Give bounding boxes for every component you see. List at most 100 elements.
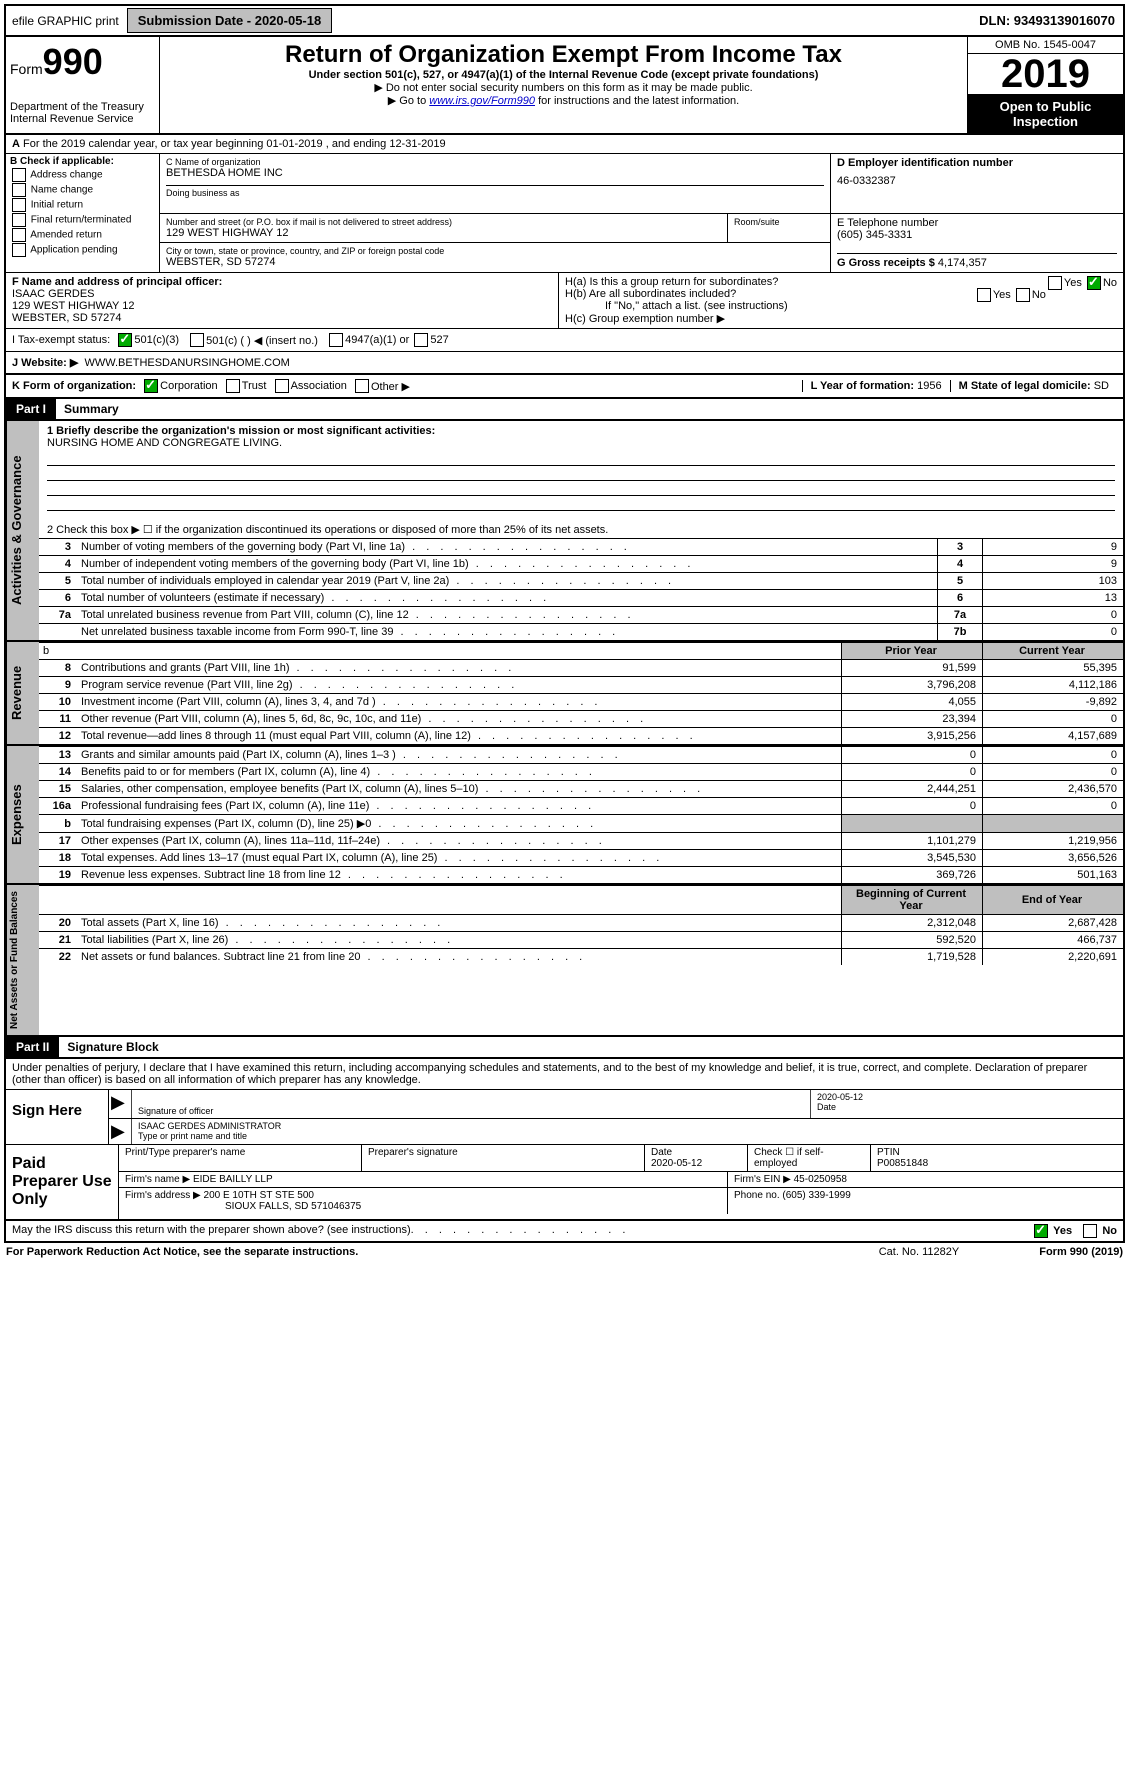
blank-line: [47, 466, 1115, 481]
table-row: 15Salaries, other compensation, employee…: [39, 781, 1123, 798]
check-501c[interactable]: [190, 333, 204, 347]
prep-date-cell: Date2020-05-12: [645, 1145, 748, 1171]
check-501c3[interactable]: [118, 333, 132, 347]
form-number: Form990: [10, 41, 155, 83]
dba-label: Doing business as: [166, 185, 824, 198]
check-other[interactable]: [355, 379, 369, 393]
line2-text: 2 Check this box ▶ ☐ if the organization…: [39, 519, 1123, 538]
form-title: Return of Organization Exempt From Incom…: [164, 41, 963, 69]
opt-other: Other ▶: [371, 380, 410, 393]
check-trust[interactable]: [226, 379, 240, 393]
submission-date: Submission Date - 2020-05-18: [127, 8, 333, 33]
city-label: City or town, state or province, country…: [166, 246, 824, 256]
form990-link[interactable]: www.irs.gov/Form990: [429, 95, 535, 107]
yes-label: Yes: [1053, 1225, 1072, 1237]
e-label: E Telephone number: [837, 217, 1117, 229]
table-row: 8Contributions and grants (Part VIII, li…: [39, 660, 1123, 677]
sign-here-label: Sign Here: [6, 1090, 109, 1144]
expenses-table: 13Grants and similar amounts paid (Part …: [39, 746, 1123, 883]
ha-yes[interactable]: [1048, 276, 1062, 290]
state-domicile: SD: [1094, 380, 1109, 392]
gross-receipts: 4,174,357: [938, 257, 987, 269]
revenue-table: bPrior YearCurrent Year8Contributions an…: [39, 642, 1123, 744]
opt-501c: 501(c) ( ) ◀ (insert no.): [206, 334, 318, 347]
irs-label: Internal Revenue Service: [10, 113, 155, 125]
sig-date: 2020-05-12: [817, 1092, 1117, 1102]
officer-signature-field[interactable]: Signature of officer: [131, 1090, 810, 1118]
paperwork-notice: For Paperwork Reduction Act Notice, see …: [6, 1246, 358, 1258]
table-row: 14Benefits paid to or for members (Part …: [39, 764, 1123, 781]
table-row: 6Total number of volunteers (estimate if…: [39, 590, 1123, 607]
tax-year: 2019: [968, 54, 1123, 95]
check-assoc[interactable]: [275, 379, 289, 393]
section-b: B Check if applicable: Address change Na…: [6, 154, 160, 272]
side-governance: Activities & Governance: [6, 421, 39, 640]
form-footer: Form 990 (2019): [1039, 1246, 1123, 1258]
opt-527: 527: [430, 334, 448, 346]
goto-prefix: Go to: [399, 95, 429, 107]
name-label: Type or print name and title: [138, 1131, 247, 1141]
officer-print-name: ISAAC GERDES ADMINISTRATOR: [138, 1121, 1117, 1131]
addr-label: Number and street (or P.O. box if mail i…: [166, 217, 721, 227]
dept-treasury: Department of the Treasury: [10, 101, 155, 113]
section-e-g: E Telephone number (605) 345-3331 G Gros…: [831, 214, 1123, 272]
table-row: 18Total expenses. Add lines 13–17 (must …: [39, 850, 1123, 867]
part1-header: Part I Summary: [4, 399, 1125, 421]
firm-phone-cell: Phone no. (605) 339-1999: [728, 1188, 1123, 1214]
opt-name: Name change: [31, 185, 93, 196]
opt-initial: Initial return: [31, 200, 83, 211]
preparer-label: Paid Preparer Use Only: [6, 1145, 119, 1219]
check-corp[interactable]: [144, 379, 158, 393]
table-row: 11Other revenue (Part VIII, column (A), …: [39, 711, 1123, 728]
dln: DLN: 93493139016070: [971, 9, 1123, 32]
form-header: Form990 Department of the Treasury Inter…: [4, 37, 1125, 135]
firm-name-cell: Firm's name ▶ EIDE BAILLY LLP: [119, 1172, 728, 1187]
checkbox-amended[interactable]: [12, 228, 26, 242]
sig-date-field: 2020-05-12 Date: [810, 1090, 1123, 1118]
discuss-no[interactable]: [1083, 1224, 1097, 1238]
checkbox-address-change[interactable]: [12, 168, 26, 182]
section-h: H(a) Is this a group return for subordin…: [559, 273, 1123, 328]
d-label: D Employer identification number: [837, 157, 1013, 169]
table-header: bPrior YearCurrent Year: [39, 643, 1123, 660]
checkbox-name-change[interactable]: [12, 183, 26, 197]
opt-final: Final return/terminated: [31, 215, 132, 226]
part1-title: Summary: [56, 399, 127, 419]
g-label: G Gross receipts $: [837, 257, 935, 269]
table-row: 21Total liabilities (Part X, line 26)592…: [39, 932, 1123, 949]
check-527[interactable]: [414, 333, 428, 347]
table-row: Net unrelated business taxable income fr…: [39, 624, 1123, 641]
room-label: Room/suite: [727, 214, 830, 242]
signature-block: Under penalties of perjury, I declare th…: [4, 1059, 1125, 1221]
part1-label: Part I: [6, 399, 56, 419]
i-label: I Tax-exempt status:: [12, 334, 110, 346]
checkbox-final[interactable]: [12, 213, 26, 227]
k-label: K Form of organization:: [12, 380, 136, 392]
form-subtitle: Under section 501(c), 527, or 4947(a)(1)…: [164, 69, 963, 81]
ha-no[interactable]: [1087, 276, 1101, 290]
city-value: WEBSTER, SD 57274: [166, 256, 824, 268]
hb-yes[interactable]: [977, 288, 991, 302]
section-b-label: B Check if applicable:: [10, 156, 114, 167]
discuss-row: May the IRS discuss this return with the…: [4, 1221, 1125, 1243]
sig-label: Signature of officer: [138, 1106, 213, 1116]
revenue-section: Revenue bPrior YearCurrent Year8Contribu…: [4, 642, 1125, 746]
checkbox-initial[interactable]: [12, 198, 26, 212]
opt-4947: 4947(a)(1) or: [345, 334, 409, 346]
self-employed-check[interactable]: Check ☐ if self-employed: [748, 1145, 871, 1171]
org-name: BETHESDA HOME INC: [166, 167, 824, 179]
opt-address: Address change: [30, 170, 102, 181]
check-4947[interactable]: [329, 333, 343, 347]
c-name-label: C Name of organization: [166, 157, 824, 167]
prep-sig-header: Preparer's signature: [362, 1145, 645, 1171]
dots: [411, 1224, 630, 1238]
table-row: 9Program service revenue (Part VIII, lin…: [39, 677, 1123, 694]
note-ssn: Do not enter social security numbers on …: [164, 81, 963, 94]
part2-header: Part II Signature Block: [4, 1037, 1125, 1059]
mission-text: NURSING HOME AND CONGREGATE LIVING.: [47, 437, 282, 449]
checkbox-pending[interactable]: [12, 243, 26, 257]
hb-no[interactable]: [1016, 288, 1030, 302]
hb-label: H(b) Are all subordinates included?: [565, 288, 736, 300]
discuss-yes[interactable]: [1034, 1224, 1048, 1238]
officer-name-field: ISAAC GERDES ADMINISTRATOR Type or print…: [131, 1119, 1123, 1144]
